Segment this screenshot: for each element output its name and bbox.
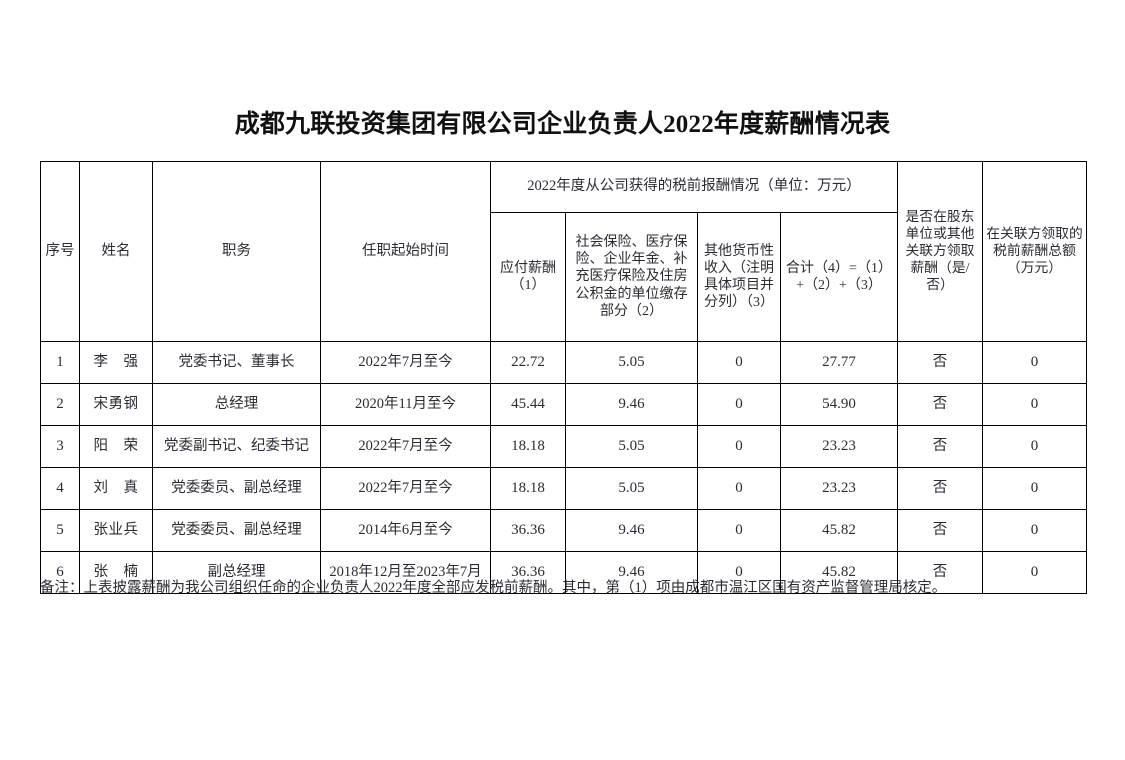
cell-payable-salary: 22.72	[490, 341, 566, 384]
cell-related-party-amount: 0	[982, 341, 1087, 384]
cell-insurance: 5.05	[565, 467, 698, 510]
cell-total: 27.77	[780, 341, 898, 384]
cell-related-party-flag: 否	[897, 425, 983, 468]
cell-name: 张 楠	[79, 551, 153, 594]
cell-position: 党委委员、副总经理	[152, 467, 321, 510]
cell-position: 党委书记、董事长	[152, 341, 321, 384]
cell-total: 23.23	[780, 425, 898, 468]
cell-related-party-flag: 否	[897, 551, 983, 594]
cell-index: 5	[40, 509, 80, 552]
salary-table-container: 序号 姓名 职务 任职起始时间 2022年度从公司获得的税前报酬情况（单位：万元…	[40, 161, 1087, 594]
cell-payable-salary: 36.36	[490, 551, 566, 594]
cell-other-monetary: 0	[697, 425, 781, 468]
cell-total: 45.82	[780, 551, 898, 594]
table-row: 5 张业兵 党委委员、副总经理 2014年6月至今 36.36 9.46 0 4…	[40, 509, 1087, 552]
page-title: 成都九联投资集团有限公司企业负责人2022年度薪酬情况表	[234, 111, 891, 138]
cell-payable-salary: 18.18	[490, 467, 566, 510]
cell-related-party-amount: 0	[982, 425, 1087, 468]
column-header-total: 合计（4）=（1）+（2）+（3）	[780, 212, 898, 342]
column-header-related-party-flag: 是否在股东单位或其他关联方领取薪酬（是/否）	[897, 161, 983, 342]
cell-total: 45.82	[780, 509, 898, 552]
cell-related-party-amount: 0	[982, 467, 1087, 510]
cell-position: 党委副书记、纪委书记	[152, 425, 321, 468]
cell-start-time: 2022年7月至今	[320, 425, 491, 468]
cell-other-monetary: 0	[697, 383, 781, 426]
cell-position: 总经理	[152, 383, 321, 426]
cell-index: 2	[40, 383, 80, 426]
cell-index: 1	[40, 341, 80, 384]
cell-insurance: 5.05	[565, 425, 698, 468]
cell-index: 4	[40, 467, 80, 510]
cell-payable-salary: 36.36	[490, 509, 566, 552]
cell-insurance: 9.46	[565, 383, 698, 426]
table-header-row-sub: 应付薪酬（1） 社会保险、医疗保险、企业年金、补充医疗保险及住房公积金的单位缴存…	[41, 212, 1087, 342]
cell-other-monetary: 0	[697, 551, 781, 594]
column-header-payable-salary: 应付薪酬（1）	[490, 212, 566, 342]
column-header-start-time: 任职起始时间	[320, 161, 491, 342]
table-row: 3 阳 荣 党委副书记、纪委书记 2022年7月至今 18.18 5.05 0 …	[40, 425, 1087, 468]
cell-related-party-flag: 否	[897, 341, 983, 384]
column-header-insurance: 社会保险、医疗保险、企业年金、补充医疗保险及住房公积金的单位缴存部分（2）	[565, 212, 698, 342]
table-header: 序号 姓名 职务 任职起始时间 2022年度从公司获得的税前报酬情况（单位：万元…	[40, 161, 1087, 342]
cell-total: 54.90	[780, 383, 898, 426]
cell-position: 党委委员、副总经理	[152, 509, 321, 552]
cell-start-time: 2014年6月至今	[320, 509, 491, 552]
cell-payable-salary: 45.44	[490, 383, 566, 426]
cell-position: 副总经理	[152, 551, 321, 594]
table-row: 2 宋勇钢 总经理 2020年11月至今 45.44 9.46 0 54.90 …	[40, 383, 1087, 426]
cell-other-monetary: 0	[697, 341, 781, 384]
cell-name: 李 强	[79, 341, 153, 384]
column-header-related-party-amount: 在关联方领取的税前薪酬总额（万元）	[982, 161, 1087, 342]
table-row: 1 李 强 党委书记、董事长 2022年7月至今 22.72 5.05 0 27…	[40, 341, 1087, 384]
table-row: 6 张 楠 副总经理 2018年12月至2023年7月 36.36 9.46 0…	[40, 551, 1087, 594]
table-body: 1 李 强 党委书记、董事长 2022年7月至今 22.72 5.05 0 27…	[40, 341, 1087, 594]
table-footnote: 备注：上表披露薪酬为我公司组织任命的企业负责人2022年度全部应发税前薪酬。其中…	[40, 580, 947, 596]
column-header-index: 序号	[40, 161, 80, 342]
cell-total: 23.23	[780, 467, 898, 510]
cell-index: 3	[40, 425, 80, 468]
table-header-row-group: 序号 姓名 职务 任职起始时间 2022年度从公司获得的税前报酬情况（单位：万元…	[40, 161, 1087, 342]
cell-related-party-flag: 否	[897, 383, 983, 426]
cell-name: 刘 真	[79, 467, 153, 510]
cell-other-monetary: 0	[697, 467, 781, 510]
cell-insurance: 9.46	[565, 551, 698, 594]
cell-insurance: 5.05	[565, 341, 698, 384]
cell-start-time: 2018年12月至2023年7月	[320, 551, 491, 594]
cell-insurance: 9.46	[565, 509, 698, 552]
cell-other-monetary: 0	[697, 509, 781, 552]
cell-start-time: 2022年7月至今	[320, 341, 491, 384]
cell-related-party-flag: 否	[897, 467, 983, 510]
cell-start-time: 2020年11月至今	[320, 383, 491, 426]
cell-related-party-amount: 0	[982, 509, 1087, 552]
cell-name: 宋勇钢	[79, 383, 153, 426]
cell-name: 阳 荣	[79, 425, 153, 468]
cell-related-party-flag: 否	[897, 509, 983, 552]
cell-related-party-amount: 0	[982, 551, 1087, 594]
cell-related-party-amount: 0	[982, 383, 1087, 426]
column-header-other-monetary: 其他货币性收入（注明具体项目并分列）（3）	[697, 212, 781, 342]
column-header-name: 姓名	[79, 161, 153, 342]
column-header-group-compensation: 2022年度从公司获得的税前报酬情况（单位：万元）	[490, 161, 898, 213]
column-header-position: 职务	[152, 161, 321, 342]
salary-table: 序号 姓名 职务 任职起始时间 2022年度从公司获得的税前报酬情况（单位：万元…	[40, 161, 1087, 594]
cell-start-time: 2022年7月至今	[320, 467, 491, 510]
cell-name: 张业兵	[79, 509, 153, 552]
cell-payable-salary: 18.18	[490, 425, 566, 468]
table-row: 4 刘 真 党委委员、副总经理 2022年7月至今 18.18 5.05 0 2…	[40, 467, 1087, 510]
